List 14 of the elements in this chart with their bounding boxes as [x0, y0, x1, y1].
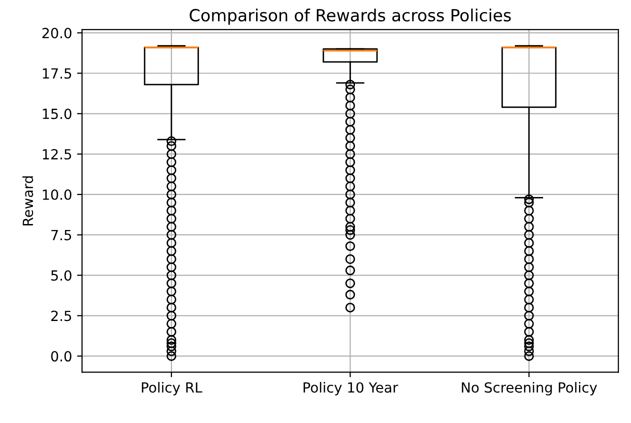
y-tick-label: 15.0	[42, 108, 72, 120]
y-tick-label: 2.5	[51, 310, 72, 322]
y-tick-label: 12.5	[42, 149, 72, 160]
y-axis-title: Reward	[22, 176, 34, 226]
y-tick-label: 20.0	[42, 28, 72, 38]
chart-title: Comparison of Rewards across Policies	[190, 8, 511, 25]
x-tick-label: Policy RL	[142, 382, 202, 396]
x-tick-label: Policy 10 Year	[304, 382, 398, 396]
y-tick-label: 7.5	[51, 230, 72, 240]
y-tick-label: 10.0	[42, 189, 72, 200]
y-tick-label: 5.0	[51, 270, 72, 281]
x-tick-label: No Screening Policy	[462, 382, 598, 396]
y-tick-label: 0.0	[51, 351, 72, 362]
y-tick-label: 17.5	[42, 68, 72, 79]
